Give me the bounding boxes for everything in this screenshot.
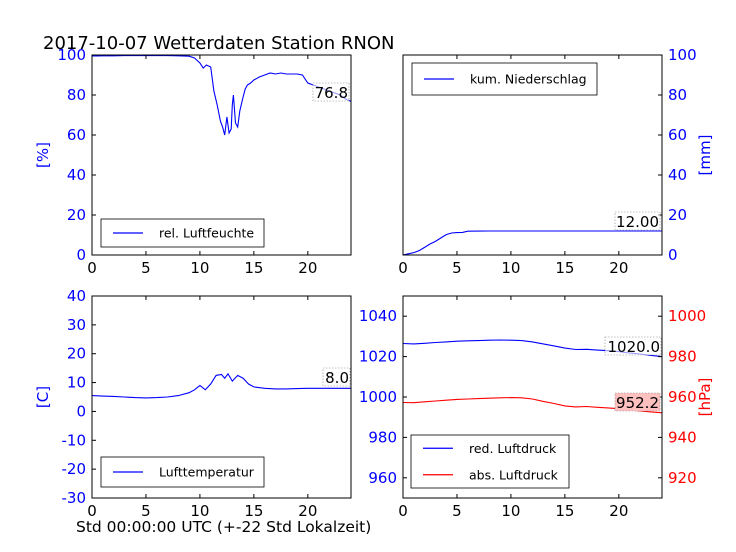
precipitation-legend: kum. Niederschlag	[411, 62, 598, 96]
precipitation-ytick-label: 60	[668, 126, 687, 144]
humidity-xtick-label: 20	[298, 259, 317, 277]
pressure-legend-label: abs. Luftdruck	[469, 467, 559, 482]
humidity-ytick-label: 80	[67, 86, 86, 104]
pressure-xtick-label: 0	[398, 502, 408, 520]
precipitation-series-1-line	[403, 230, 662, 255]
pressure-legend: red. Luftdruck abs. Luftdruck	[410, 434, 570, 489]
humidity-ytick-label: 20	[67, 206, 86, 224]
precipitation-ytick-label: 80	[668, 86, 687, 104]
temperature-xtick-label: 15	[244, 502, 263, 520]
humidity-legend-label: rel. Luftfeuchte	[159, 226, 254, 241]
pressure-ytick-label: 1040	[359, 307, 397, 325]
pressure-ytick-label: 980	[668, 348, 697, 366]
precipitation-xtick-label: 15	[555, 259, 574, 277]
precipitation-ytick-label: 20	[668, 206, 687, 224]
svg-text:76.8: 76.8	[315, 84, 348, 102]
precipitation-ytick-label: 100	[668, 46, 697, 64]
temperature-xtick-label: 5	[141, 502, 151, 520]
precipitation-xtick-label: 20	[609, 259, 628, 277]
pressure-ytick-label: 1000	[668, 307, 706, 325]
precipitation-ylabel: [mm]	[696, 135, 714, 176]
precipitation-legend-label: kum. Niederschlag	[470, 72, 587, 87]
temperature-series-1-line	[92, 372, 351, 399]
temperature-xtick-label: 0	[87, 502, 97, 520]
svg-text:8.0: 8.0	[325, 369, 349, 387]
pressure-ytick-label: 920	[668, 469, 697, 487]
pressure-ytick-label: 960	[368, 469, 397, 487]
precipitation-xtick-label: 5	[452, 259, 462, 277]
temperature-ylabel: [C]	[34, 386, 52, 408]
temperature-chart: 0 5 10 15 20 -30 -20 -10 0 10 20 30 40 [C] Lufttempera…	[34, 287, 352, 520]
humidity-xtick-label: 0	[87, 259, 97, 277]
humidity-legend: rel. Luftfeuchte	[100, 218, 265, 248]
humidity-last-value-label: 76.8	[312, 82, 350, 102]
temperature-ytick-label: 10	[67, 374, 86, 392]
humidity-ytick-label: 100	[57, 46, 86, 64]
pressure-xtick-label: 15	[555, 502, 574, 520]
precipitation-last-value-label: 12.00	[614, 211, 661, 231]
precipitation-plot-frame	[402, 54, 663, 256]
pressure-last-value-label: 1020.0	[604, 336, 662, 356]
temperature-plot-frame	[91, 295, 352, 499]
temperature-legend: Lufttemperatur	[100, 456, 265, 488]
humidity-ylabel: [%]	[34, 142, 52, 168]
humidity-xtick-label: 10	[190, 259, 209, 277]
humidity-xtick-label: 15	[244, 259, 263, 277]
precipitation-ytick-label: 0	[668, 246, 678, 264]
figure-title: 2017-10-07 Wetterdaten Station RNON	[43, 33, 394, 54]
temperature-xtick-label: 20	[298, 502, 317, 520]
figure-xlabel: Std 00:00:00 UTC (+-22 Std Lokalzeit)	[76, 518, 371, 536]
temperature-ytick-label: 0	[76, 402, 86, 420]
pressure-chart: 0 5 10 15 20 960 980 1000 1020 1040 920 940 960 980 10…	[359, 295, 714, 520]
precipitation-chart: 0 5 10 15 20 0 20 40 60 80 100 [mm] kum. Niederschla…	[398, 46, 714, 277]
pressure-xtick-label: 5	[452, 502, 462, 520]
temperature-ytick-label: -20	[62, 460, 87, 478]
svg-text:1020.0: 1020.0	[608, 338, 661, 356]
humidity-ytick-label: 40	[67, 166, 86, 184]
pressure-ytick-label: 1020	[359, 348, 397, 366]
svg-text:952.2: 952.2	[616, 394, 659, 412]
temperature-legend-label: Lufttemperatur	[159, 465, 255, 480]
svg-text:12.00: 12.00	[616, 213, 659, 231]
humidity-chart: 0 5 10 15 20 0 20 40 60 80 100 [%] rel. Luftfeuchte 7…	[34, 46, 352, 277]
pressure-ylabel: [hPa]	[696, 378, 714, 417]
pressure-legend-label: red. Luftdruck	[469, 441, 557, 456]
humidity-xtick-label: 5	[141, 259, 151, 277]
pressure-xtick-label: 10	[501, 502, 520, 520]
temperature-xtick-label: 10	[190, 502, 209, 520]
precipitation-xtick-label: 10	[501, 259, 520, 277]
humidity-ytick-label: 60	[67, 126, 86, 144]
temperature-ytick-label: 40	[67, 287, 86, 305]
precipitation-xtick-label: 0	[398, 259, 408, 277]
humidity-series-1-line	[92, 55, 351, 136]
humidity-plot-frame	[91, 54, 352, 256]
temperature-ytick-label: 20	[67, 345, 86, 363]
pressure-ytick-label: 940	[668, 428, 697, 446]
pressure-ytick-label: 960	[668, 388, 697, 406]
temperature-ytick-label: -30	[62, 489, 87, 507]
humidity-ytick-label: 0	[76, 246, 86, 264]
pressure-ytick-label: 980	[368, 428, 397, 446]
temperature-ytick-label: -10	[62, 431, 87, 449]
pressure-ytick-label: 1000	[359, 388, 397, 406]
temperature-ytick-label: 30	[67, 316, 86, 334]
precipitation-ytick-label: 40	[668, 166, 687, 184]
temperature-last-value-label: 8.0	[322, 367, 351, 387]
pressure-xtick-label: 20	[609, 502, 628, 520]
pressure-last-value-label: 952.2	[614, 392, 661, 412]
